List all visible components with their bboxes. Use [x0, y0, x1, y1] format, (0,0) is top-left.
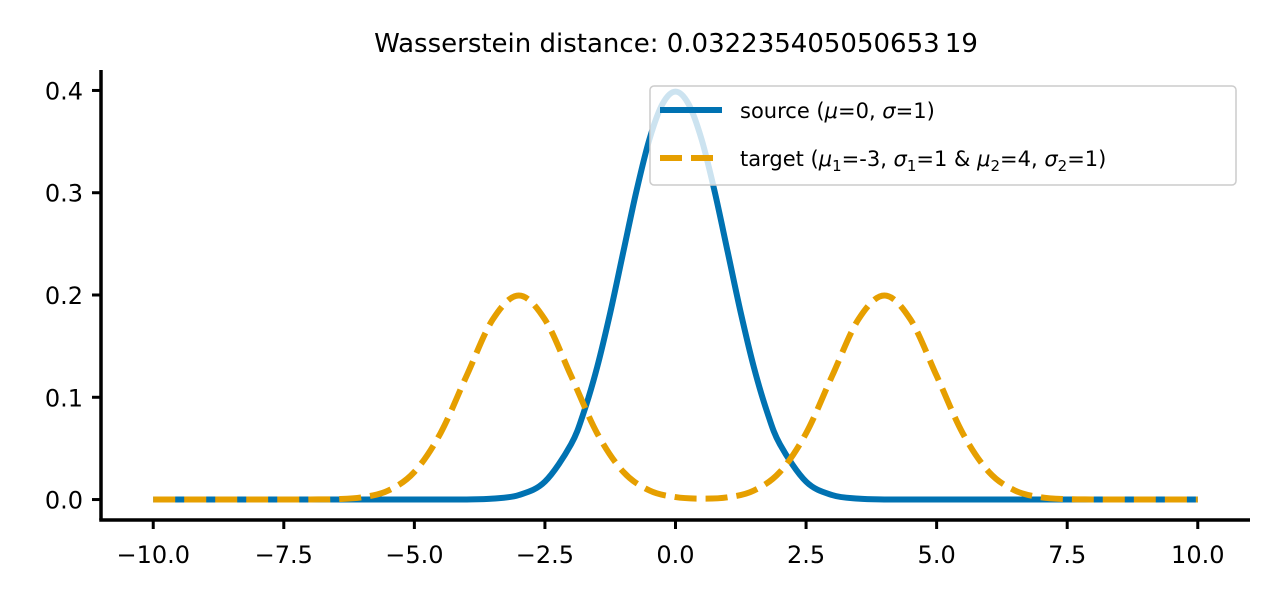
y-tick-label: 0.2: [45, 282, 83, 310]
x-tick-label: 0.0: [656, 541, 694, 569]
y-tick-label: 0.1: [45, 384, 83, 412]
x-tick-label: −10.0: [116, 541, 190, 569]
y-tick-label: 0.3: [45, 180, 83, 208]
legend-label-1: target (μ1=-3, σ1=1 & μ2=4, σ2=1): [740, 147, 1106, 175]
chart-title: Wasserstein distance: 0.032235405050653 …: [374, 29, 978, 59]
legend-label-0: source (μ=0, σ=1): [740, 99, 935, 123]
legend-box: [649, 85, 1237, 186]
x-tick-label: 10.0: [1171, 541, 1224, 569]
x-tick-label: 5.0: [918, 541, 956, 569]
y-tick-label: 0.4: [45, 77, 83, 105]
x-tick-label: −2.5: [516, 541, 574, 569]
x-tick-label: 2.5: [787, 541, 825, 569]
series-line-1: [153, 292, 1198, 503]
x-tick-label: −5.0: [385, 541, 443, 569]
x-tick-label: −7.5: [255, 541, 313, 569]
legend: source (μ=0, σ=1) target (μ1=-3, σ1=1 & μ…: [649, 85, 1237, 186]
y-tick-label: 0.0: [45, 487, 83, 515]
axes: −10.0 −7.5 −5.0 −2.5 0.0 2.5 5.0 7.5 10.0 0.0 0.1 0…: [45, 70, 1250, 569]
x-tick-label: 7.5: [1048, 541, 1086, 569]
